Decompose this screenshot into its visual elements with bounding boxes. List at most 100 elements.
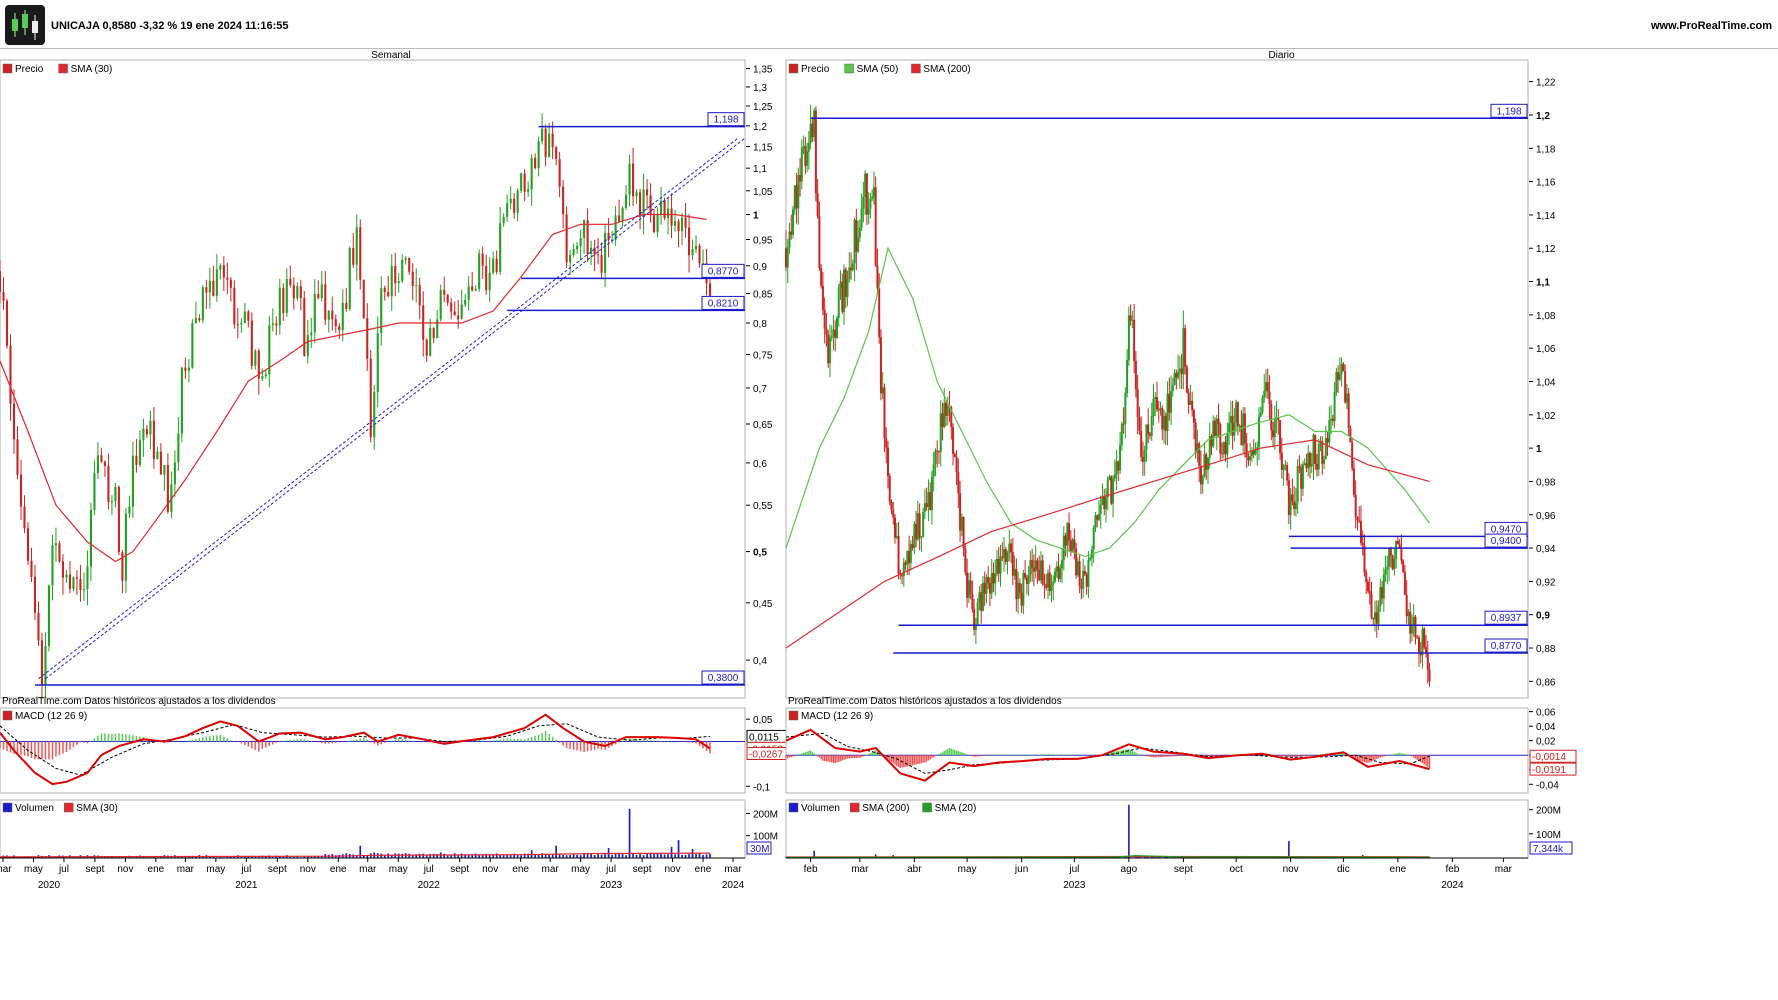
candle-body — [9, 345, 12, 404]
candle-body — [1235, 402, 1238, 423]
candle-body — [973, 609, 976, 630]
candle-body — [590, 247, 593, 254]
candle-body — [117, 487, 120, 553]
candle-body — [299, 286, 302, 299]
y-tick-label: 1,25 — [753, 102, 773, 113]
candle-body — [936, 450, 939, 452]
candle-body — [995, 559, 998, 574]
candle-body — [964, 547, 967, 573]
candle-body — [247, 311, 250, 321]
candle-body — [825, 328, 828, 335]
x-tick-label: ago — [1121, 864, 1138, 875]
candle-body — [187, 367, 190, 371]
candle-body — [1296, 466, 1299, 503]
candle-body — [502, 216, 505, 224]
x-tick-label: ene — [330, 864, 347, 875]
candle-body — [1240, 425, 1243, 446]
candle-body — [1087, 559, 1090, 587]
candle-body — [513, 198, 516, 213]
candle-body — [1217, 418, 1220, 425]
candle-body — [163, 465, 166, 475]
x-tick-label: sept — [1174, 864, 1193, 875]
macd-value-label: 0,0115 — [749, 732, 779, 743]
candle-body — [324, 284, 327, 320]
candle-body — [432, 327, 435, 339]
candle-body — [908, 550, 911, 564]
candle-body — [89, 509, 92, 567]
candle-body — [1080, 586, 1083, 589]
candle-body — [1126, 359, 1129, 394]
candle-body — [1003, 549, 1006, 558]
candle-body — [832, 329, 835, 337]
candle-body — [788, 231, 791, 248]
candle-body — [1416, 637, 1419, 639]
candle-body — [1333, 392, 1336, 422]
candle-body — [906, 550, 909, 565]
macd-value-label: -0,0014 — [1532, 752, 1566, 763]
macd-line — [0, 713, 711, 786]
candle-body — [1115, 461, 1118, 474]
candle-body — [797, 175, 800, 209]
candle-body — [1187, 392, 1190, 405]
candle-body — [1417, 637, 1420, 653]
candle-body — [1029, 560, 1032, 575]
level-label: 0,8770 — [708, 266, 739, 277]
site-link[interactable]: www.ProRealTime.com — [1650, 20, 1772, 32]
candle-body — [26, 528, 30, 561]
candle-body — [1157, 409, 1160, 411]
candle-body — [383, 287, 386, 292]
candle-body — [1270, 404, 1273, 431]
candle-body — [544, 128, 547, 158]
candle-body — [1375, 612, 1378, 624]
trendline — [38, 137, 739, 680]
candle-body — [138, 440, 141, 465]
candle-body — [1303, 463, 1306, 465]
candle-body — [345, 302, 348, 309]
candle-body — [1379, 587, 1382, 607]
y-tick-label: 1,3 — [753, 83, 767, 94]
candle-body — [1143, 450, 1146, 462]
volume-tick-label: 200M — [753, 809, 778, 820]
legend-label: SMA (50) — [857, 64, 899, 75]
candle-body — [1266, 381, 1269, 392]
candle-body — [1052, 581, 1055, 585]
candle-body — [1280, 452, 1283, 471]
candle-body — [520, 173, 523, 191]
volume-legend-swatch — [63, 802, 74, 813]
candle-body — [897, 535, 900, 574]
candle-body — [955, 457, 958, 473]
candle-body — [558, 159, 561, 187]
candle-body — [862, 197, 865, 209]
candle-body — [916, 513, 919, 540]
candle-body — [1257, 416, 1260, 448]
candle-body — [569, 254, 572, 263]
level-label: 0,3800 — [708, 673, 739, 684]
candle-body — [576, 245, 579, 250]
candle-body — [1403, 572, 1406, 595]
x-year-label: 2023 — [600, 880, 623, 891]
candle-body — [1352, 468, 1355, 495]
volume-last-label: 30M — [750, 844, 769, 855]
volume-legend-label: Volumen — [15, 803, 54, 814]
candle-body — [51, 545, 54, 586]
candle-body — [530, 157, 533, 190]
candle-body — [809, 123, 812, 143]
candle-body — [1022, 572, 1025, 606]
candle-body — [1120, 423, 1123, 446]
candle-body — [61, 561, 65, 578]
x-tick-label: mar — [851, 864, 869, 875]
candle-body — [1250, 450, 1253, 457]
candle-body — [1224, 442, 1227, 455]
candle-body — [1215, 418, 1218, 436]
y-tick-label: 1 — [753, 211, 759, 222]
candle-body — [317, 293, 320, 299]
candle-body — [883, 387, 886, 439]
macd-line — [785, 728, 1430, 782]
candle-body — [1140, 430, 1143, 458]
candle-body — [855, 219, 858, 252]
candle-body — [128, 506, 131, 514]
app-header: UNICAJA 0,8580 -3,32 % 19 ene 2024 11:16… — [0, 0, 1778, 49]
candle-body — [635, 192, 638, 197]
candle-body — [471, 286, 474, 291]
candle-body — [1010, 543, 1013, 552]
